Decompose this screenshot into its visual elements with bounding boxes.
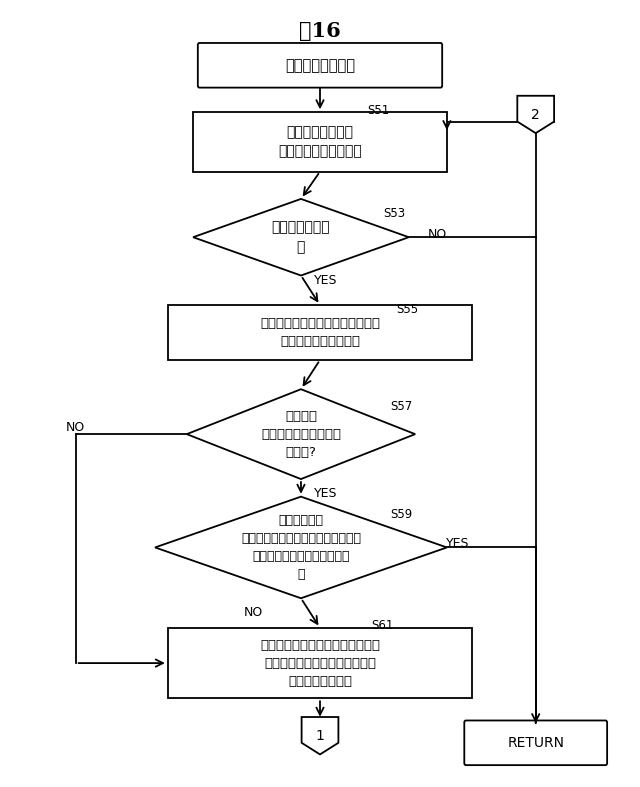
Text: ラベルの付与処理: ラベルの付与処理 bbox=[285, 57, 355, 72]
Text: NO: NO bbox=[66, 420, 86, 434]
Text: S57: S57 bbox=[390, 400, 412, 412]
Text: S61: S61 bbox=[371, 619, 393, 632]
Bar bbox=[168, 305, 472, 360]
Text: YES: YES bbox=[445, 537, 469, 550]
Polygon shape bbox=[155, 497, 447, 598]
Bar bbox=[168, 628, 472, 698]
Bar bbox=[193, 113, 447, 172]
Text: 確定ラベルに変更したノードから
通行可能な隣接ノードに新しい
ラベルを付与する: 確定ラベルに変更したノードから 通行可能な隣接ノードに新しい ラベルを付与する bbox=[260, 638, 380, 688]
Polygon shape bbox=[301, 717, 339, 755]
FancyBboxPatch shape bbox=[464, 720, 607, 765]
Text: 確定ラベルの
経路コスト＞目的地の確定ラベルの
経路コスト＋経路探索コスト
？: 確定ラベルの 経路コスト＞目的地の確定ラベルの 経路コスト＋経路探索コスト ？ bbox=[241, 514, 361, 581]
Text: NO: NO bbox=[244, 606, 263, 619]
Text: YES: YES bbox=[314, 274, 337, 286]
Text: S51: S51 bbox=[367, 104, 390, 117]
Text: 出発地のノードに
候補ラベルを付与する: 出発地のノードに 候補ラベルを付与する bbox=[278, 125, 362, 159]
Text: S53: S53 bbox=[383, 207, 406, 220]
Text: 経路コストが最小の候補ラベルを
確定ラベルに変更する: 経路コストが最小の候補ラベルを 確定ラベルに変更する bbox=[260, 317, 380, 348]
Text: 目的地の
ノードに確定ラベルが
付与済?: 目的地の ノードに確定ラベルが 付与済? bbox=[261, 410, 341, 459]
Text: S59: S59 bbox=[390, 508, 412, 521]
Text: 2: 2 bbox=[531, 108, 540, 122]
Text: NO: NO bbox=[428, 228, 447, 242]
Text: YES: YES bbox=[314, 487, 337, 500]
Polygon shape bbox=[517, 96, 554, 133]
Text: 候補ラベルあり
？: 候補ラベルあり ？ bbox=[271, 220, 330, 254]
Text: 図16: 図16 bbox=[299, 21, 341, 41]
Text: 1: 1 bbox=[316, 730, 324, 744]
FancyBboxPatch shape bbox=[198, 43, 442, 87]
Text: RETURN: RETURN bbox=[508, 736, 564, 750]
Polygon shape bbox=[193, 199, 409, 275]
Polygon shape bbox=[187, 390, 415, 479]
Text: S55: S55 bbox=[396, 303, 419, 316]
